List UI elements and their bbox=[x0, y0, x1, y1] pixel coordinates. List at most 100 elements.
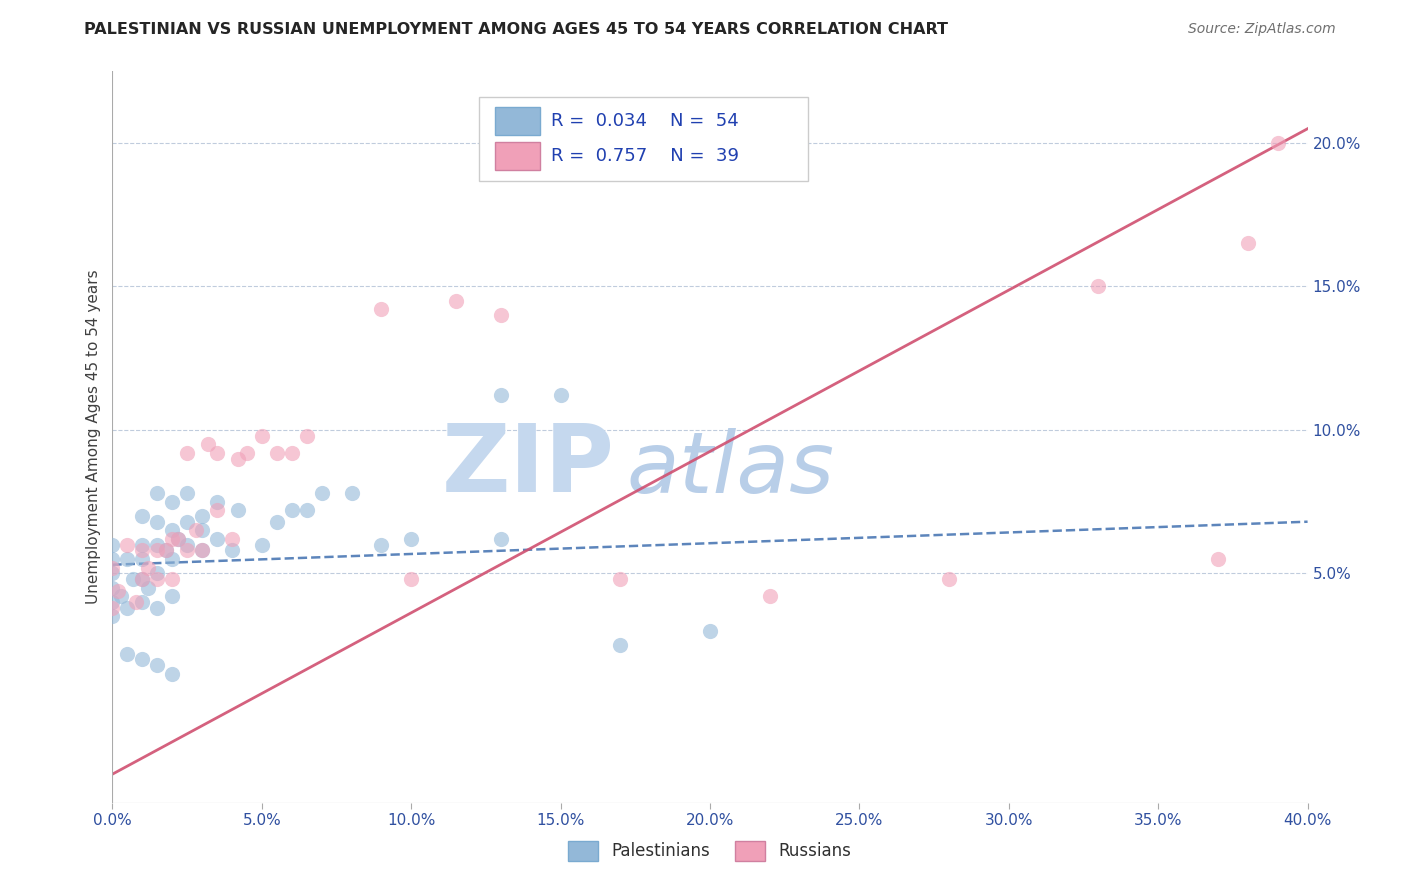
Point bbox=[266, 446, 288, 460]
Point bbox=[131, 652, 153, 666]
Point bbox=[146, 600, 169, 615]
Bar bbox=[495, 107, 540, 135]
Point bbox=[155, 543, 177, 558]
Point bbox=[146, 515, 169, 529]
Point bbox=[101, 581, 124, 595]
Point bbox=[489, 388, 512, 402]
Point bbox=[117, 552, 139, 566]
Point bbox=[197, 437, 219, 451]
Point bbox=[176, 446, 198, 460]
Point bbox=[131, 538, 153, 552]
Point bbox=[131, 595, 153, 609]
Point bbox=[146, 543, 169, 558]
Point bbox=[550, 388, 572, 402]
Point bbox=[186, 524, 208, 538]
Point bbox=[138, 560, 160, 574]
Point bbox=[101, 595, 124, 609]
Point bbox=[759, 589, 782, 603]
Point bbox=[205, 503, 228, 517]
Point bbox=[162, 532, 183, 546]
Text: R =  0.034    N =  54: R = 0.034 N = 54 bbox=[551, 112, 738, 130]
Point bbox=[938, 572, 960, 586]
Point bbox=[117, 538, 139, 552]
Point bbox=[236, 446, 259, 460]
Text: PALESTINIAN VS RUSSIAN UNEMPLOYMENT AMONG AGES 45 TO 54 YEARS CORRELATION CHART: PALESTINIAN VS RUSSIAN UNEMPLOYMENT AMON… bbox=[84, 22, 949, 37]
Point bbox=[176, 538, 198, 552]
Point bbox=[221, 543, 243, 558]
Point bbox=[162, 494, 183, 508]
Point bbox=[131, 572, 153, 586]
Point bbox=[146, 538, 169, 552]
Point bbox=[1206, 552, 1229, 566]
Point bbox=[221, 532, 243, 546]
Point bbox=[101, 552, 124, 566]
Point bbox=[155, 543, 177, 558]
Point bbox=[699, 624, 721, 638]
Point bbox=[1237, 236, 1260, 251]
Point bbox=[489, 532, 512, 546]
Point bbox=[162, 589, 183, 603]
Point bbox=[162, 552, 183, 566]
Point bbox=[609, 572, 631, 586]
Point bbox=[295, 503, 318, 517]
Point bbox=[131, 508, 153, 523]
Point bbox=[191, 543, 214, 558]
Point bbox=[1087, 279, 1109, 293]
Point bbox=[340, 486, 363, 500]
Point bbox=[101, 600, 124, 615]
Point bbox=[281, 446, 304, 460]
Point bbox=[162, 572, 183, 586]
Point bbox=[117, 647, 139, 661]
Point bbox=[176, 515, 198, 529]
Point bbox=[176, 486, 198, 500]
Legend: Palestinians, Russians: Palestinians, Russians bbox=[562, 834, 858, 868]
Point bbox=[101, 566, 124, 581]
Point bbox=[401, 532, 423, 546]
Bar bbox=[495, 143, 540, 170]
Point bbox=[226, 451, 249, 466]
Point bbox=[101, 609, 124, 624]
Point bbox=[370, 302, 392, 317]
Point bbox=[205, 532, 228, 546]
Point bbox=[281, 503, 304, 517]
Point bbox=[444, 293, 467, 308]
Point bbox=[401, 572, 423, 586]
Point bbox=[167, 532, 190, 546]
Point bbox=[117, 600, 139, 615]
Point bbox=[146, 658, 169, 673]
FancyBboxPatch shape bbox=[479, 97, 808, 181]
Text: R =  0.757    N =  39: R = 0.757 N = 39 bbox=[551, 147, 740, 165]
Point bbox=[110, 589, 132, 603]
Y-axis label: Unemployment Among Ages 45 to 54 years: Unemployment Among Ages 45 to 54 years bbox=[86, 269, 101, 605]
Point bbox=[146, 566, 169, 581]
Point bbox=[226, 503, 249, 517]
Point bbox=[162, 666, 183, 681]
Point bbox=[311, 486, 333, 500]
Point bbox=[609, 638, 631, 652]
Text: ZIP: ZIP bbox=[441, 420, 614, 512]
Point bbox=[131, 543, 153, 558]
Point bbox=[295, 428, 318, 442]
Point bbox=[125, 595, 148, 609]
Point bbox=[250, 538, 273, 552]
Text: Source: ZipAtlas.com: Source: ZipAtlas.com bbox=[1188, 22, 1336, 37]
Point bbox=[167, 532, 190, 546]
Point bbox=[191, 543, 214, 558]
Point bbox=[122, 572, 145, 586]
Point bbox=[205, 494, 228, 508]
Point bbox=[107, 583, 129, 598]
Point bbox=[101, 538, 124, 552]
Point bbox=[138, 581, 160, 595]
Point bbox=[191, 508, 214, 523]
Point bbox=[191, 524, 214, 538]
Point bbox=[370, 538, 392, 552]
Point bbox=[205, 446, 228, 460]
Point bbox=[1267, 136, 1289, 150]
Point bbox=[131, 572, 153, 586]
Point bbox=[146, 572, 169, 586]
Point bbox=[162, 524, 183, 538]
Point bbox=[489, 308, 512, 322]
Point bbox=[101, 560, 124, 574]
Point bbox=[146, 486, 169, 500]
Point bbox=[176, 543, 198, 558]
